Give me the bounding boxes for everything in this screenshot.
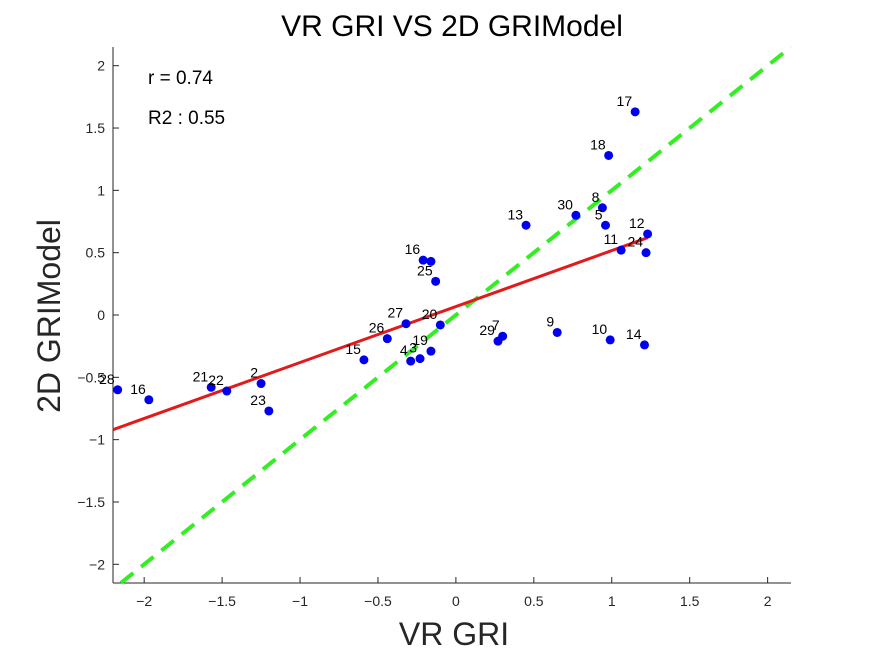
x-tick-label: −1 (292, 593, 308, 609)
data-point-label: 27 (387, 305, 403, 321)
reference-lines (112, 45, 793, 585)
data-point-label: 15 (345, 341, 361, 357)
identity-line (119, 45, 793, 585)
data-point (406, 356, 416, 366)
data-points (113, 107, 653, 416)
y-tick-label: 0 (97, 307, 105, 323)
x-ticks: −2 −1.5 −1 −0.5 0 0.5 1 1.5 2 (136, 577, 772, 609)
y-tick-label: 1 (97, 182, 105, 198)
data-point (222, 386, 232, 396)
data-point (418, 255, 428, 265)
x-tick-label: 1.5 (680, 593, 700, 609)
data-point-label: 22 (208, 372, 224, 388)
y-tick-label: −1 (89, 432, 105, 448)
data-point (552, 327, 562, 337)
data-point (639, 340, 649, 350)
data-point (415, 354, 425, 364)
data-point (571, 210, 581, 220)
data-point-label: 9 (546, 313, 554, 329)
data-point (113, 385, 123, 395)
data-point-label: 24 (627, 234, 643, 250)
data-point-label: 17 (617, 93, 633, 109)
data-point-label: 16 (405, 241, 421, 257)
data-point (431, 276, 441, 286)
data-point-label: 23 (250, 392, 266, 408)
data-point (426, 256, 436, 266)
data-point-label: 11 (604, 231, 619, 247)
y-tick-label: −1.5 (77, 494, 105, 510)
fit-line (112, 236, 649, 432)
data-point-label: 13 (507, 206, 523, 222)
data-point-label: 4 (400, 342, 408, 358)
data-point (144, 395, 154, 405)
x-axis-label: VR GRI (399, 616, 509, 652)
x-tick-label: 0 (452, 593, 460, 609)
r-annotation: r = 0.74 (148, 68, 213, 89)
y-tick-label: 2 (97, 58, 105, 74)
y-tick-label: −2 (89, 556, 105, 572)
data-point-label: 26 (369, 320, 385, 336)
x-tick-label: −1.5 (208, 593, 236, 609)
data-point-label: 8 (592, 189, 600, 205)
data-point (359, 355, 369, 365)
x-tick-label: −2 (136, 593, 152, 609)
data-point-label: 2 (250, 365, 258, 381)
data-point (264, 406, 274, 416)
data-point-label: 25 (417, 262, 433, 278)
data-point (643, 229, 653, 239)
data-point (256, 379, 266, 389)
data-point-label: 30 (557, 196, 573, 212)
data-point-label: 18 (590, 136, 606, 152)
data-point-label: 21 (193, 368, 209, 384)
data-point-label: 16 (130, 381, 146, 397)
y-tick-label: −0.5 (77, 369, 105, 385)
y-axis-label: 2D GRIModel (31, 219, 67, 413)
data-point-label: 20 (422, 306, 438, 322)
x-tick-label: 2 (764, 593, 772, 609)
y-tick-label: 0.5 (86, 245, 106, 261)
x-tick-label: 0.5 (524, 593, 544, 609)
data-point-label: 12 (629, 215, 645, 231)
data-point (597, 203, 607, 213)
y-ticks: −2 −1.5 −1 −0.5 0 0.5 1 1.5 2 (77, 58, 119, 572)
data-point (601, 220, 611, 230)
data-point (401, 319, 411, 329)
data-point-label: 7 (492, 317, 500, 333)
data-point-label: 19 (412, 332, 428, 348)
data-point-label: 5 (595, 206, 603, 222)
y-tick-label: 1.5 (86, 120, 106, 136)
data-point (521, 220, 531, 230)
data-point (641, 248, 651, 258)
data-point-label: 3 (409, 340, 417, 356)
data-point-label: 29 (479, 322, 495, 338)
chart-title: VR GRI VS 2D GRIModel (281, 10, 623, 43)
data-point (382, 334, 392, 344)
x-tick-label: −0.5 (364, 593, 392, 609)
x-tick-label: 1 (608, 593, 616, 609)
data-point (426, 346, 436, 356)
data-point-label: 10 (592, 321, 608, 337)
data-point-label: 14 (626, 326, 642, 342)
data-point (498, 331, 508, 341)
data-point-label: 28 (99, 371, 115, 387)
data-point (206, 382, 216, 392)
data-point (616, 245, 626, 255)
r2-annotation: R2 : 0.55 (148, 108, 225, 129)
data-point (605, 335, 615, 345)
data-point (435, 320, 445, 330)
data-point (630, 107, 640, 117)
data-point (604, 150, 614, 160)
